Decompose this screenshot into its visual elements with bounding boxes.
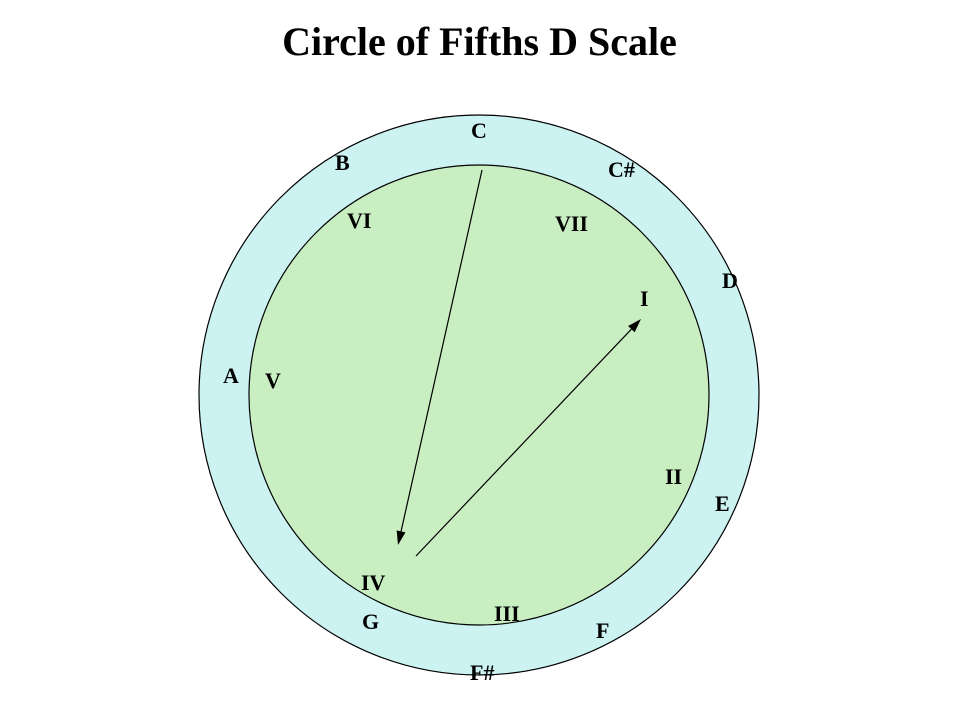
outer-note-label: C bbox=[471, 118, 487, 144]
circle-of-fifths-diagram bbox=[0, 0, 959, 719]
inner-roman-label: VII bbox=[555, 211, 588, 237]
outer-note-label: F bbox=[596, 618, 609, 644]
outer-note-label: B bbox=[335, 150, 350, 176]
outer-note-label: E bbox=[715, 491, 730, 517]
inner-roman-label: III bbox=[494, 601, 520, 627]
inner-roman-label: IV bbox=[361, 570, 385, 596]
inner-roman-label: I bbox=[640, 286, 649, 312]
outer-note-label: F# bbox=[470, 660, 494, 686]
inner-roman-label: V bbox=[265, 368, 281, 394]
outer-note-label: D bbox=[722, 268, 738, 294]
outer-note-label: C# bbox=[608, 157, 635, 183]
outer-note-label: A bbox=[223, 363, 239, 389]
outer-note-label: G bbox=[362, 609, 379, 635]
inner-roman-label: II bbox=[665, 464, 682, 490]
inner-circle bbox=[249, 165, 709, 625]
inner-roman-label: VI bbox=[347, 208, 371, 234]
